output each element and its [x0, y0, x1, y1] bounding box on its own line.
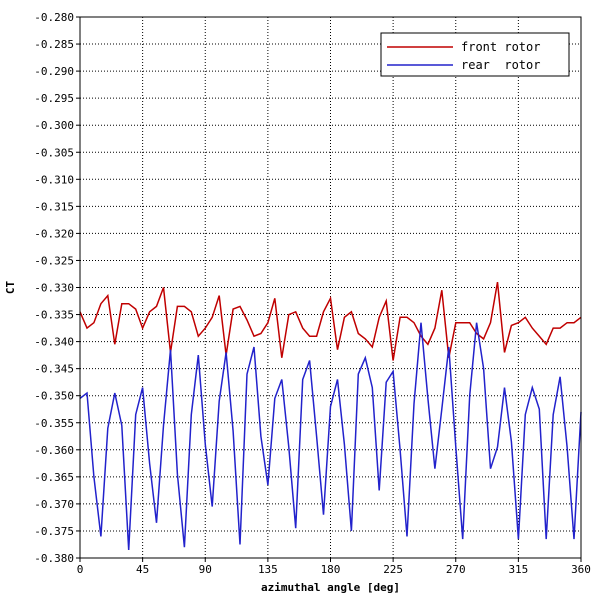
y-tick-label: -0.365 [34, 471, 74, 484]
x-axis-title: azimuthal angle [deg] [261, 581, 400, 594]
y-tick-label: -0.315 [34, 200, 74, 213]
y-tick-label: -0.325 [34, 254, 74, 267]
x-tick-label: 360 [571, 563, 591, 576]
x-tick-label: 270 [446, 563, 466, 576]
y-tick-label: -0.290 [34, 65, 74, 78]
x-tick-label: 90 [199, 563, 212, 576]
y-tick-label: -0.305 [34, 146, 74, 159]
y-tick-label: -0.360 [34, 444, 74, 457]
y-tick-label: -0.380 [34, 552, 74, 565]
x-tick-label: 135 [258, 563, 278, 576]
legend: front rotor rear rotor [380, 32, 570, 77]
y-tick-label: -0.345 [34, 363, 74, 376]
y-tick-label: -0.335 [34, 309, 74, 322]
series-line-rear-rotor [79, 322, 582, 550]
series-line-front-rotor [79, 281, 582, 361]
legend-label-rear-rotor: rear rotor [461, 58, 540, 72]
x-tick-label: 45 [136, 563, 149, 576]
x-tick-label: 180 [321, 563, 341, 576]
y-axis-title: CT [4, 281, 17, 295]
y-tick-label: -0.300 [34, 119, 74, 132]
y-tick-label: -0.340 [34, 336, 74, 349]
series-layer [79, 281, 582, 550]
y-tick-label: -0.320 [34, 227, 74, 240]
legend-label-front-rotor: front rotor [461, 40, 540, 54]
x-tick-label: 315 [508, 563, 528, 576]
x-tick-labels: 0 45 90 135 180 225 270 315 360 [77, 563, 591, 576]
y-tick-label: -0.350 [34, 390, 74, 403]
y-tick-label: -0.285 [34, 38, 74, 51]
legend-box [380, 32, 570, 77]
y-tick-label: -0.375 [34, 525, 74, 538]
y-tick-label: -0.330 [34, 282, 74, 295]
x-tick-label: 225 [383, 563, 403, 576]
axis-ticks [76, 16, 582, 562]
y-tick-label: -0.295 [34, 92, 74, 105]
y-tick-label: -0.355 [34, 417, 74, 430]
x-tick-label: 0 [77, 563, 84, 576]
y-tick-label: -0.280 [34, 11, 74, 24]
y-tick-label: -0.370 [34, 498, 74, 511]
y-tick-labels: -0.280 -0.285 -0.290 -0.295 -0.300 -0.305 -0.3… [34, 11, 74, 565]
y-tick-label: -0.310 [34, 173, 74, 186]
